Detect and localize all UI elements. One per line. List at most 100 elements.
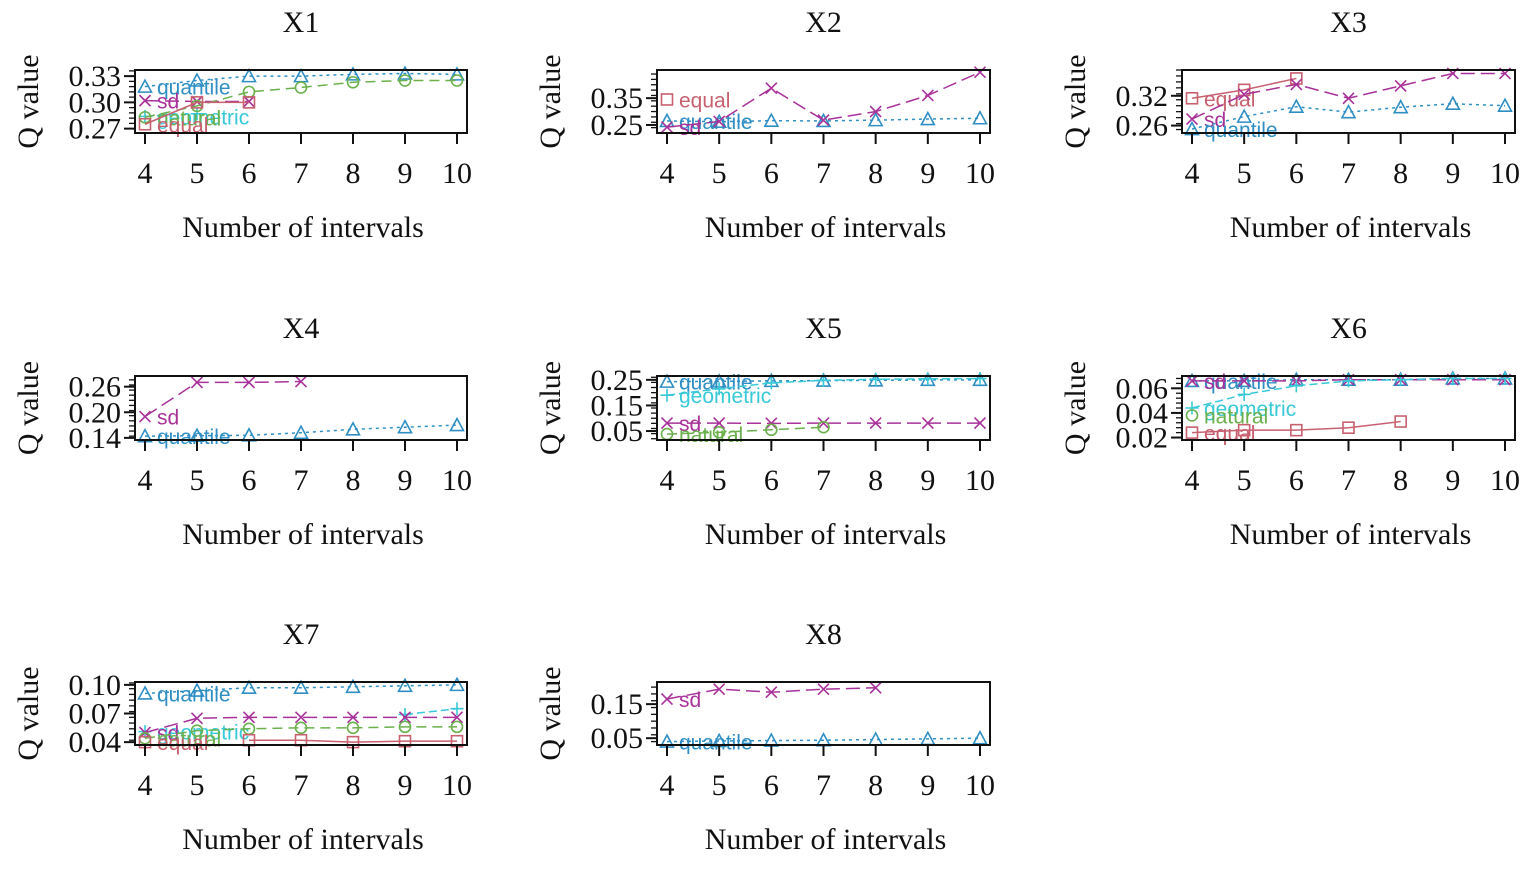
data-point-equal [138, 117, 152, 131]
data-point-sd [190, 712, 204, 725]
y-axis-label: Q value [534, 666, 567, 760]
series-label: sd [157, 723, 179, 746]
series-line-quantile [144, 684, 458, 695]
data-point-equal [1185, 91, 1199, 105]
x-tick-label: 10 [1490, 464, 1520, 497]
series-label: equal [157, 732, 208, 755]
data-point-equal [1342, 421, 1355, 434]
data-point-sd [294, 711, 308, 724]
x-tick-label: 10 [965, 157, 995, 190]
y-tick-label: 0.04 [69, 726, 122, 759]
series-quantile: quantile [1184, 95, 1513, 142]
x-tick-label: 7 [816, 464, 831, 497]
series-line-quantile [144, 72, 458, 88]
data-point-natural [346, 721, 360, 735]
series-label: natural [1204, 405, 1268, 428]
series-line-geometric [404, 707, 458, 716]
series-label: sd [1204, 109, 1226, 132]
series-line-geometric [144, 113, 198, 118]
data-point-sd [921, 417, 934, 430]
data-point-sd [138, 410, 152, 423]
series-sd: sd [660, 413, 987, 436]
series-line-natural [666, 426, 824, 435]
x-axis-label: Number of intervals [705, 823, 947, 856]
series-line-natural [144, 726, 457, 740]
data-point-quantile [867, 111, 884, 127]
data-point-equal [1290, 423, 1303, 437]
series-label: equal [157, 114, 208, 137]
data-point-natural [190, 724, 204, 737]
panel-title: X8 [805, 618, 842, 651]
y-tick-label: 0.20 [69, 396, 122, 429]
data-point-natural [712, 426, 726, 439]
data-point-sd [765, 417, 778, 430]
y-tick-label: 0.26 [69, 371, 122, 404]
y-tick-label: 0.05 [591, 415, 644, 448]
series-label: geometric [157, 722, 249, 745]
data-point-natural [346, 75, 360, 89]
series-equal: equal [138, 96, 256, 137]
data-point-quantile [659, 373, 675, 388]
x-tick-label: 10 [965, 769, 995, 802]
data-point-quantile [345, 66, 361, 81]
x-tick-label: 6 [242, 464, 257, 497]
data-point-geometric [1185, 401, 1199, 415]
data-point-sd [713, 417, 726, 430]
x-tick-label: 6 [1289, 157, 1304, 190]
series-sd: sd [1185, 67, 1512, 132]
data-point-quantile [449, 66, 465, 81]
data-point-natural [294, 721, 308, 735]
x-tick-label: 5 [1237, 464, 1252, 497]
data-point-sd [660, 121, 674, 134]
y-axis-label: Q value [12, 361, 45, 455]
data-point-quantile [137, 685, 153, 700]
data-point-sd [1238, 88, 1251, 101]
y-axis-label: Q value [534, 361, 567, 455]
series-label: quantile [157, 683, 231, 706]
data-point-geometric [450, 702, 464, 716]
x-tick-label: 6 [764, 157, 779, 190]
x-tick-label: 6 [242, 769, 257, 802]
x-axis-label: Number of intervals [182, 823, 424, 856]
data-point-quantile [1392, 99, 1409, 114]
series-label: geometric [679, 385, 771, 408]
series-label: equal [1204, 423, 1255, 446]
x-axis-label: Number of intervals [1230, 518, 1472, 551]
x-tick-label: 8 [346, 157, 361, 190]
data-point-quantile [189, 682, 205, 697]
series-line-equal [1191, 77, 1297, 100]
data-point-sd [660, 417, 674, 430]
data-point-quantile [972, 110, 988, 125]
data-point-sd [190, 376, 204, 389]
data-point-geometric [921, 372, 935, 386]
data-point-quantile [1288, 98, 1305, 114]
data-point-quantile [189, 72, 205, 87]
y-tick-label: 0.10 [69, 669, 122, 702]
x-tick-label: 7 [294, 769, 309, 802]
series-line-quantile [144, 424, 458, 437]
data-point-quantile [293, 679, 309, 695]
data-point-geometric [1446, 371, 1460, 385]
data-point-sd [1238, 374, 1251, 387]
series-label: sd [157, 91, 179, 114]
x-tick-label: 9 [920, 157, 935, 190]
panel-title: X3 [1330, 6, 1367, 39]
data-point-sd [869, 681, 882, 694]
data-point-quantile [919, 110, 936, 126]
x-tick-label: 10 [965, 464, 995, 497]
x-axis-label: Number of intervals [705, 211, 947, 244]
x-tick-label: 7 [1341, 157, 1356, 190]
y-tick-label: 0.32 [1116, 80, 1169, 113]
data-point-natural [398, 74, 412, 87]
x-tick-label: 7 [816, 769, 831, 802]
x-tick-label: 7 [816, 157, 831, 190]
series-sd: sd [138, 91, 256, 114]
y-axis-label: Q value [12, 666, 45, 760]
series-label: quantile [1204, 119, 1278, 142]
x-tick-label: 9 [920, 464, 935, 497]
data-point-sd [765, 686, 778, 699]
